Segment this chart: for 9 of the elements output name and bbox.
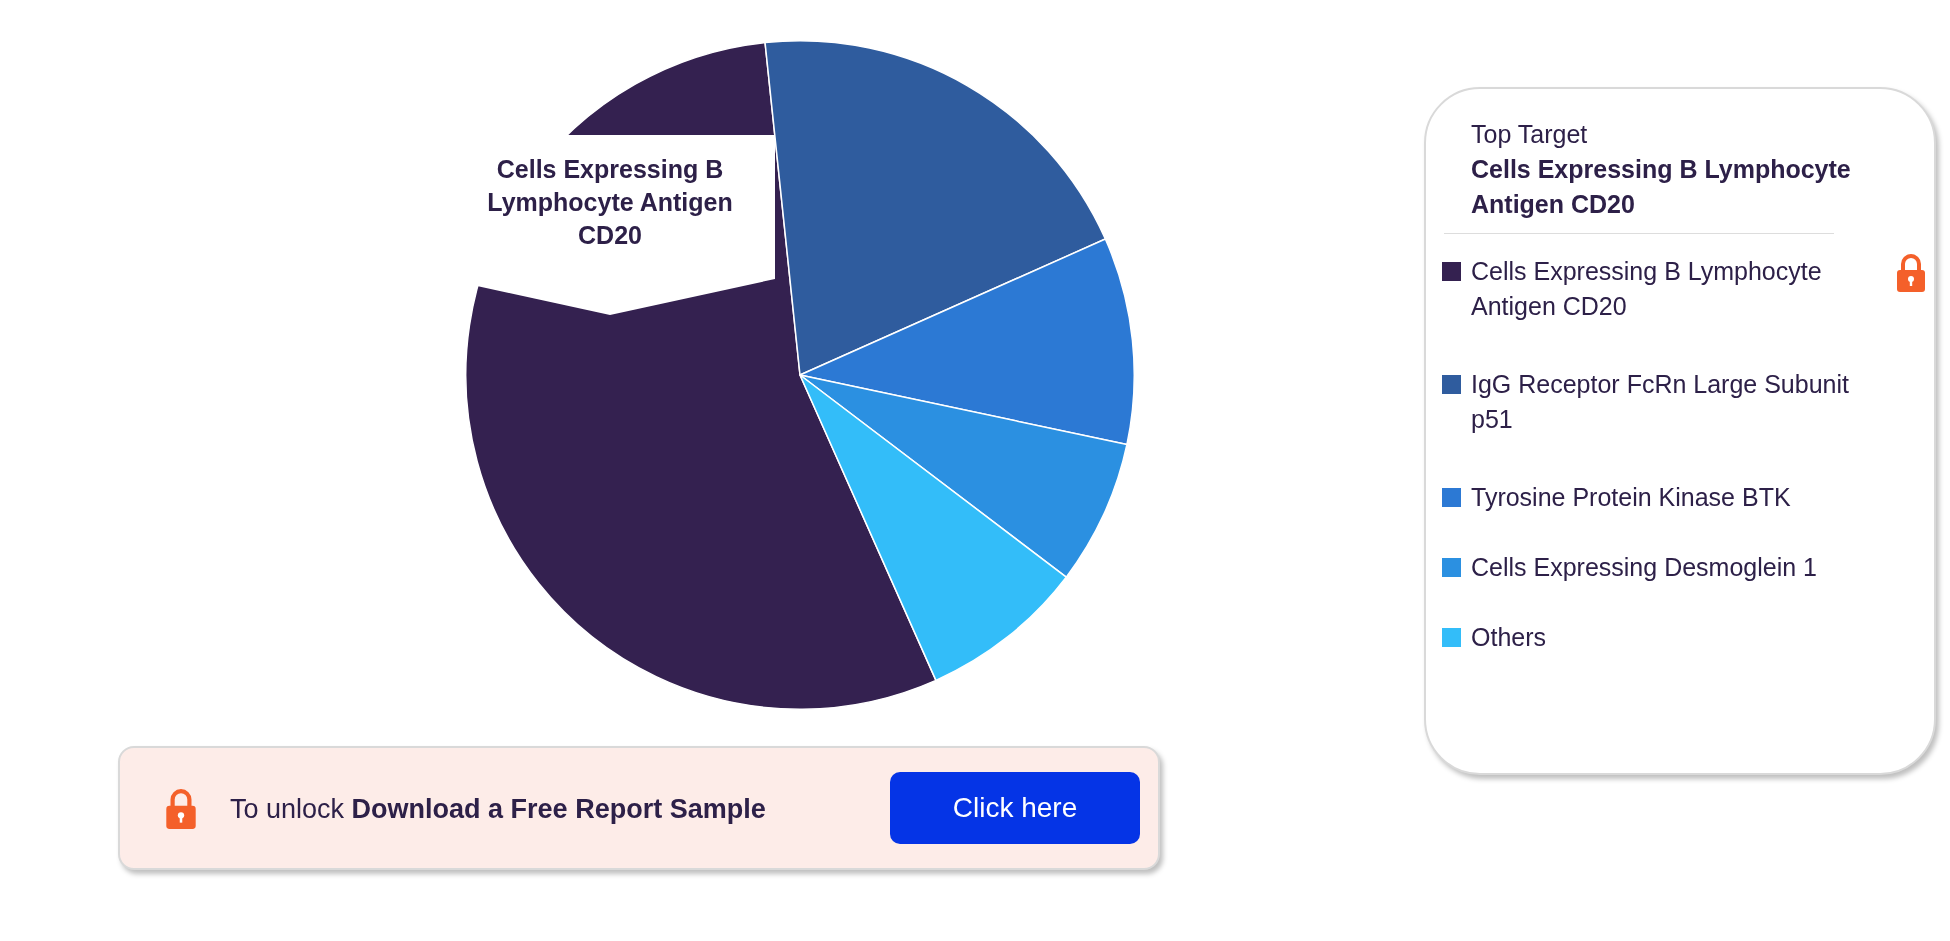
button: Click here [890,772,1140,844]
legend-label: Others [1471,622,1548,653]
legend-label: Tyrosine Protein Kinase BTK [1471,482,1792,513]
legend-label: Cells Expressing Desmoglein 1 [1471,552,1818,583]
legend-label: IgG Receptor FcRn Large Subunit p51 [1471,369,1850,435]
notice-banner: To unlock Download a Free Report Sample Click here [118,746,1160,870]
legend-title: Top Target [1471,119,1589,150]
text: Cells Expressing B Lymphocyte Antigen CD20 [1471,154,1852,220]
legend-label: Cells Expressing B Lymphocyte Antigen CD20 [1471,256,1823,322]
